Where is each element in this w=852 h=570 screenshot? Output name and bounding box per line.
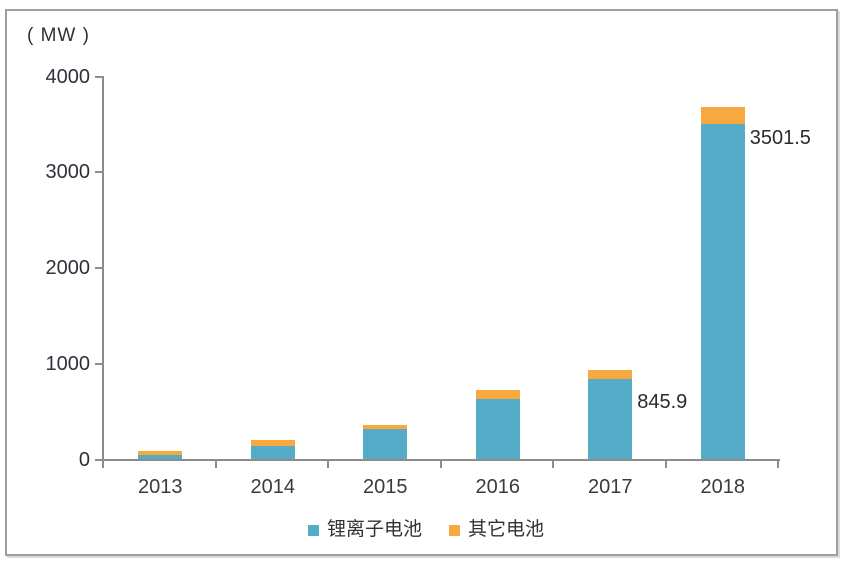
y-tick-label: 2000 xyxy=(45,257,91,280)
y-tick-label: 4000 xyxy=(45,65,91,88)
bar-segment-other-2014 xyxy=(250,439,295,447)
legend-item-lithium: 锂离子电池 xyxy=(307,519,422,541)
bar-segment-other-2018 xyxy=(700,106,745,125)
x-tick xyxy=(439,461,442,468)
y-tick xyxy=(95,267,102,270)
bar-segment-other-2015 xyxy=(363,425,408,429)
y-tick xyxy=(95,363,102,366)
x-axis-label-2018: 2018 xyxy=(700,476,746,498)
bar-segment-lithium-2017 xyxy=(588,378,633,460)
x-axis-label-2013: 2013 xyxy=(138,476,183,498)
legend-label-lithium: 锂离子电池 xyxy=(326,519,422,540)
bar-value-label-2018: 3501.5 xyxy=(749,127,811,150)
x-tick xyxy=(327,461,329,468)
bar-segment-lithium-2018 xyxy=(700,124,745,460)
y-tick xyxy=(95,75,102,78)
legend: 锂离子电池 其它电池 xyxy=(0,518,852,542)
x-tick xyxy=(777,461,779,468)
y-tick xyxy=(95,171,102,174)
y-tick-label: 3000 xyxy=(45,161,91,184)
bar-segment-other-2013 xyxy=(138,451,183,455)
x-axis-label-2015: 2015 xyxy=(363,476,408,498)
bar-segment-lithium-2014 xyxy=(250,446,295,460)
bar-segment-lithium-2016 xyxy=(475,399,520,460)
chart-border-frame xyxy=(5,9,838,556)
x-tick xyxy=(102,461,104,468)
bar-segment-other-2017 xyxy=(588,370,633,379)
legend-swatch-other-icon xyxy=(449,524,460,536)
x-tick xyxy=(552,461,554,468)
x-axis-label-2017: 2017 xyxy=(588,476,633,498)
y-axis-line xyxy=(102,75,104,461)
bar-segment-other-2016 xyxy=(475,390,520,400)
y-axis-unit-label: ( MW ) xyxy=(27,25,90,46)
y-tick xyxy=(95,459,102,461)
x-tick xyxy=(214,461,217,468)
x-axis-label-2014: 2014 xyxy=(250,476,296,498)
legend-swatch-lithium-icon xyxy=(307,524,319,536)
y-tick-label: 0 xyxy=(78,449,90,471)
x-axis-line xyxy=(102,459,780,461)
legend-item-other: 其它电池 xyxy=(449,519,544,541)
bar-segment-lithium-2015 xyxy=(363,428,408,460)
bar-segment-lithium-2013 xyxy=(138,454,183,460)
x-axis-label-2016: 2016 xyxy=(475,476,521,498)
x-tick xyxy=(664,461,667,468)
y-tick-label: 1000 xyxy=(45,353,91,376)
legend-label-other: 其它电池 xyxy=(468,519,545,540)
bar-value-label-2017: 845.9 xyxy=(637,390,688,413)
